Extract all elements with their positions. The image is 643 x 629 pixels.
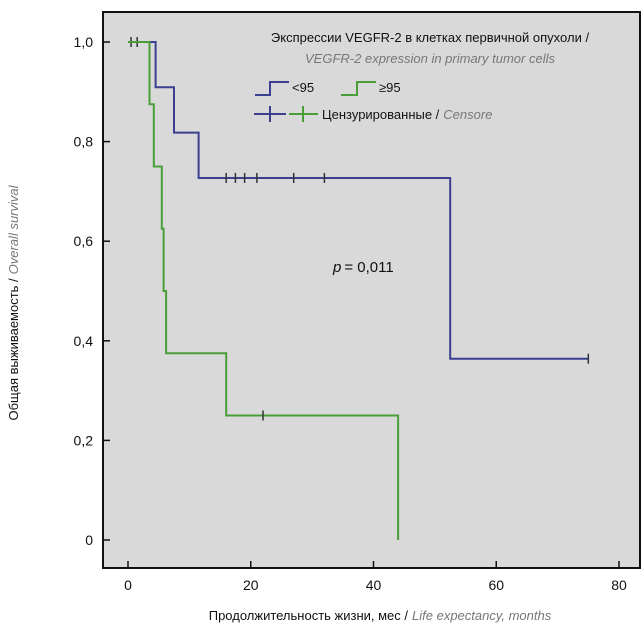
x-axis-title-en: Life expectancy, months bbox=[412, 608, 552, 623]
legend-swatch-low bbox=[255, 81, 289, 96]
y-tick-label: 0,6 bbox=[74, 233, 94, 249]
y-axis-title-ru: Общая выживаемость / bbox=[6, 278, 21, 421]
x-tick-label: 20 bbox=[243, 577, 259, 593]
legend: Экспрессии VEGFR-2 в клетках первичной о… bbox=[254, 30, 589, 122]
y-tick-label: 1,0 bbox=[74, 34, 94, 50]
y-tick-label: 0 bbox=[85, 532, 93, 548]
legend-title-ru: Экспрессии VEGFR-2 в клетках первичной о… bbox=[271, 30, 590, 45]
series-line-0 bbox=[128, 41, 589, 360]
legend-title-en: VEGFR-2 expression in primary tumor cell… bbox=[305, 51, 555, 66]
y-axis-title-en: Overall survival bbox=[6, 184, 21, 274]
y-tick-label: 0,8 bbox=[74, 134, 94, 150]
y-tick-label: 0,2 bbox=[74, 432, 94, 448]
series-layer bbox=[128, 37, 590, 540]
y-axis-title: Общая выживаемость / Overall survival bbox=[6, 184, 21, 420]
legend-swatch-high bbox=[341, 81, 376, 96]
legend-censored-ru: Цензурированные / bbox=[322, 107, 440, 122]
x-tick-label: 80 bbox=[611, 577, 627, 593]
p-value-annotation: p = 0,011 bbox=[332, 259, 394, 276]
x-tick-label: 40 bbox=[366, 577, 382, 593]
plot-frame bbox=[102, 11, 641, 569]
series-line-1 bbox=[128, 41, 400, 540]
x-tick-label: 0 bbox=[124, 577, 132, 593]
legend-label-low: <95 bbox=[292, 80, 314, 95]
axis-ticks: 0 20 40 60 80 0 0,2 0,4 0,6 0,8 1,0 bbox=[74, 34, 627, 593]
legend-censored-en: Censore bbox=[443, 107, 492, 122]
x-axis-title-ru: Продолжительность жизни, мес / bbox=[209, 608, 409, 623]
y-tick-label: 0,4 bbox=[74, 333, 94, 349]
x-tick-label: 60 bbox=[488, 577, 504, 593]
legend-label-high: ≥95 bbox=[379, 80, 401, 95]
legend-censored-label: Цензурированные / Censore bbox=[322, 107, 492, 122]
p-value: = 0,011 bbox=[344, 259, 393, 276]
x-axis-title: Продолжительность жизни, мес / Life expec… bbox=[209, 608, 552, 623]
p-symbol: p bbox=[332, 259, 341, 276]
plot-background bbox=[103, 12, 640, 568]
